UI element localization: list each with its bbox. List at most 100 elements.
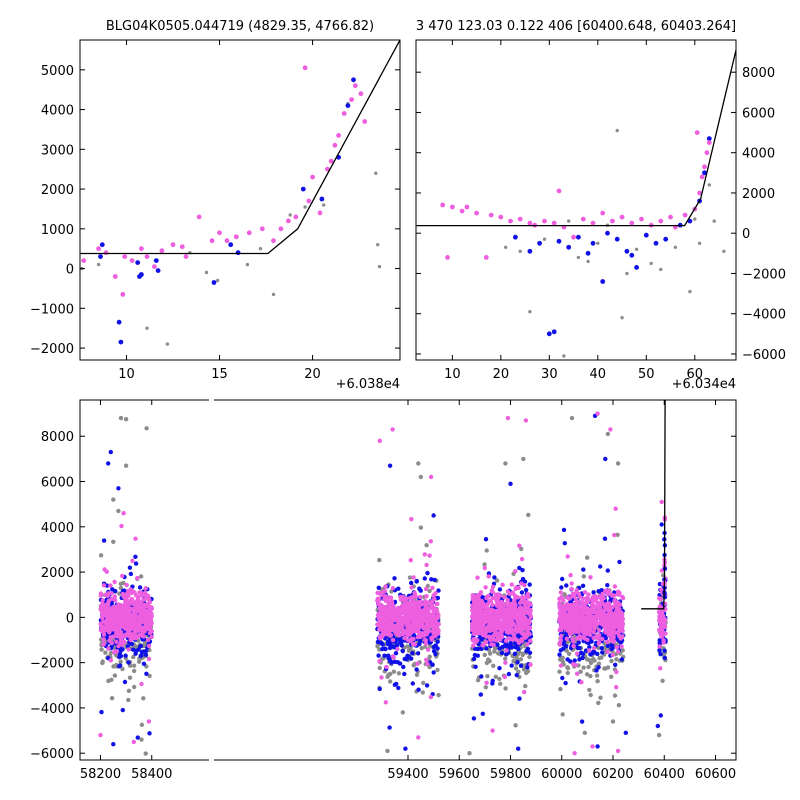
panel-3-point-magenta	[557, 611, 563, 616]
panel-3-point-magenta	[588, 615, 593, 620]
panel-3-point-blue	[523, 587, 529, 593]
panel-3-outlier-gray	[569, 415, 575, 421]
panel-3-point-magenta	[659, 634, 664, 639]
panel-3-ytick-label: 6000	[41, 476, 74, 491]
panel-3-point-gray	[435, 667, 440, 673]
panel-3-point-gray	[131, 663, 137, 668]
panel-3-point-blue	[433, 652, 438, 657]
panel-3-point-magenta	[144, 596, 149, 601]
panel-3-point-gray	[527, 654, 532, 660]
panel-3-point-magenta	[435, 615, 440, 621]
panel-3-point-gray	[132, 684, 137, 690]
panel-3-point-gray	[377, 557, 382, 563]
panel-1-point-magenta	[325, 166, 330, 172]
panel-3-point-blue	[394, 643, 400, 648]
panel-1-point-gray	[377, 264, 382, 269]
panel-3-point-magenta	[108, 583, 113, 588]
panel-2-point-gray	[673, 245, 678, 249]
panel-3-point-blue	[388, 642, 393, 648]
panel-3-point-blue	[527, 650, 533, 655]
panel-2-point-magenta	[445, 255, 450, 260]
panel-3-point-gray	[118, 581, 124, 586]
panel-3-point-magenta	[494, 618, 500, 624]
panel-3-point-magenta	[382, 588, 387, 594]
panel-3-point-magenta	[430, 624, 435, 629]
panel-3-point-blue	[599, 588, 604, 593]
panel-3-point-magenta	[112, 579, 117, 585]
panel-3-point-gray	[377, 665, 382, 671]
panel-3-point-magenta	[494, 603, 500, 608]
panel-3-point-magenta	[471, 618, 477, 624]
panel-3-point-magenta	[421, 619, 426, 624]
panel-3-point-magenta	[430, 585, 435, 590]
panel-3-point-magenta	[502, 674, 508, 680]
panel-3-point-magenta	[528, 614, 533, 620]
panel-2-ytick-label: −6000	[742, 348, 786, 363]
panel-3-point-gray	[484, 548, 489, 553]
panel-3-point-blue	[433, 643, 438, 648]
panel-3-outlier-magenta	[590, 744, 595, 749]
panel-3-point-magenta	[129, 615, 134, 620]
panel-3-point-blue	[658, 652, 663, 657]
panel-3-point-blue	[559, 585, 564, 590]
panel-1-title: BLG04K0505.044719 (4829.35, 4766.82)	[106, 19, 374, 34]
panel-3-point-gray	[419, 646, 424, 651]
panel-3-point-magenta	[422, 637, 428, 643]
panel-3-point-blue	[497, 646, 502, 651]
panel-3-point-magenta	[474, 627, 480, 632]
panel-3-point-magenta	[121, 624, 126, 629]
panel-3-outlier-blue	[508, 481, 513, 486]
panel-3-point-magenta	[575, 617, 581, 622]
panel-3-point-magenta	[390, 654, 395, 659]
panel-3-point-blue	[147, 731, 152, 736]
panel-1-point-magenta	[129, 258, 135, 263]
panel-3-point-blue	[499, 650, 505, 656]
panel-3-point-blue	[143, 648, 149, 654]
panel-3-point-magenta	[473, 611, 479, 617]
panel-3-point-magenta	[596, 636, 601, 641]
panel-3-point-magenta	[478, 628, 484, 633]
panel-3-point-blue	[475, 646, 481, 652]
panel-3-ytick-label: −6000	[30, 747, 74, 762]
panel-2-point-blue	[585, 250, 591, 256]
panel-3-point-blue	[579, 719, 585, 724]
panel-1-point-magenta	[246, 230, 252, 236]
panel-2-point-blue	[653, 240, 659, 246]
panel-3-point-magenta	[476, 622, 481, 627]
panel-3-point-blue	[473, 664, 478, 669]
panel-3-point-magenta	[425, 609, 430, 614]
panel-3-point-magenta	[121, 633, 126, 638]
panel-2-point-gray	[712, 219, 716, 223]
panel-3-point-magenta	[613, 630, 618, 635]
panel-3-point-magenta	[598, 602, 603, 607]
panel-3-point-magenta	[606, 601, 612, 606]
panel-3-point-magenta	[139, 606, 144, 611]
panel-3-point-magenta	[620, 624, 625, 630]
panel-3-point-blue	[435, 595, 441, 601]
panel-3-outlier-blue	[516, 746, 521, 751]
panel-3-point-blue	[143, 652, 148, 657]
panel-3-point-magenta	[620, 594, 625, 600]
panel-3-point-blue	[133, 561, 139, 566]
panel-3-point-gray	[111, 539, 116, 544]
panel-3-point-blue	[588, 652, 593, 657]
panel-3-point-magenta	[147, 600, 152, 605]
panel-3-point-magenta	[477, 612, 482, 617]
panel-3-point-magenta	[520, 594, 525, 600]
panel-3-outlier-magenta	[595, 411, 600, 416]
panel-3-point-gray	[523, 683, 528, 689]
panel-3-point-blue	[617, 559, 622, 565]
panel-3-point-blue	[99, 709, 104, 715]
panel-3-outlier-blue	[603, 456, 608, 462]
panel-3-point-magenta	[517, 543, 522, 548]
panel-2-x-offset: +6.034e4	[672, 377, 736, 392]
panel-3-point-gray	[487, 651, 493, 656]
panel-3-point-gray	[588, 692, 593, 698]
panel-2: 10 20 30 40 50 60 −6000 −4000 −2000 0 2000 4000 6000…	[415, 39, 786, 382]
panel-3-point-blue	[376, 653, 381, 658]
panel-3-point-magenta	[505, 589, 511, 594]
panel-3-point-magenta	[107, 638, 112, 643]
panel-3-point-blue	[658, 713, 663, 718]
panel-3-point-magenta	[106, 610, 111, 615]
panel-3-point-magenta	[580, 608, 585, 613]
